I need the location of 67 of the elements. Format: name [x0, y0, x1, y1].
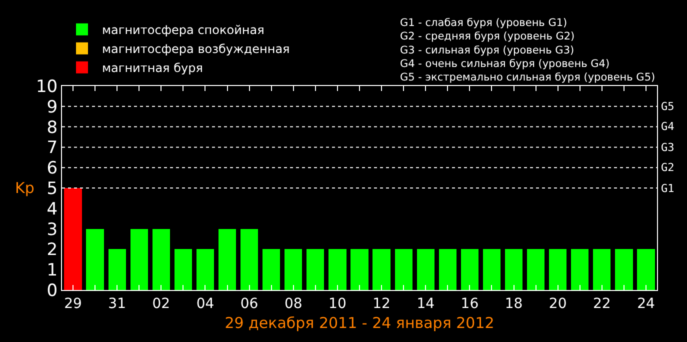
ref-line-label: G1 [661, 182, 674, 195]
bar [196, 249, 214, 290]
text: G3 - сильная буря (уровень G3) [400, 44, 574, 56]
bar [130, 228, 148, 290]
bar [108, 249, 126, 290]
bar [416, 249, 434, 290]
y-tick-label: 5 [46, 178, 58, 199]
x-tick-label: 10 [328, 296, 346, 312]
x-tick-label: 06 [240, 296, 258, 312]
ref-line-label: G5 [661, 100, 674, 113]
legend-label: магнитосфера возбужденная [102, 42, 290, 56]
x-tick-label: 24 [637, 296, 655, 312]
bar [637, 249, 655, 290]
bar [262, 249, 280, 290]
bar [526, 249, 545, 290]
bar [328, 249, 346, 290]
x-axis-title: 29 декабря 2011 - 24 января 2012 [224, 314, 494, 332]
ref-line-label: G3 [661, 141, 674, 154]
bar [174, 249, 192, 290]
bar [240, 228, 258, 290]
x-tick-label: 16 [460, 296, 479, 312]
x-tick-label: 02 [152, 296, 170, 312]
x-tick-label: 31 [108, 296, 126, 312]
y-tick-label: 2 [46, 240, 58, 260]
bar [571, 249, 589, 290]
bar [372, 249, 390, 290]
y-tick-label: 9 [46, 97, 58, 118]
bar [504, 249, 523, 290]
bar [306, 249, 324, 290]
x-tick-label: 04 [196, 296, 214, 312]
text: G1 - слабая буря (уровень G1) [400, 17, 568, 29]
bar [438, 249, 456, 290]
bar [482, 249, 501, 290]
bar [152, 228, 170, 290]
x-tick-label: 29 [64, 296, 82, 312]
y-axis-title: Kp [15, 179, 34, 197]
legend-label: магнитосфера спокойная [102, 23, 264, 38]
bar [64, 188, 82, 290]
bar [394, 249, 412, 290]
x-tick-label: 22 [592, 296, 611, 312]
x-tick-label: 12 [372, 296, 390, 312]
bar [593, 249, 611, 290]
legend-label: магнитная буря [102, 61, 203, 76]
bar [218, 228, 236, 290]
x-tick-label: 14 [416, 296, 435, 312]
bar [615, 249, 633, 290]
y-tick-label: 1 [46, 260, 58, 281]
y-tick-label: 8 [46, 118, 58, 138]
bar [86, 228, 104, 290]
text: G4 - очень сильная буря (уровень G4) [400, 58, 610, 70]
bar [460, 249, 478, 290]
y-tick-label: 4 [46, 199, 58, 220]
bar [284, 249, 302, 290]
x-tick-label: 20 [548, 296, 567, 312]
ref-line-label: G4 [661, 120, 675, 133]
bar [549, 249, 567, 290]
y-tick-label: 0 [46, 280, 58, 301]
y-tick-label: 6 [46, 158, 58, 179]
text: G5 - экстремально сильная буря (уровень G5) [400, 72, 656, 84]
y-tick-label: 10 [36, 76, 58, 97]
text: G2 - средняя буря (уровень G2) [400, 30, 575, 43]
bar [350, 249, 368, 290]
x-tick-label: 18 [504, 296, 523, 312]
y-tick-label: 3 [46, 220, 58, 240]
x-tick-label: 08 [284, 296, 302, 312]
y-tick-label: 7 [46, 138, 58, 158]
ref-line-label: G2 [661, 161, 674, 174]
